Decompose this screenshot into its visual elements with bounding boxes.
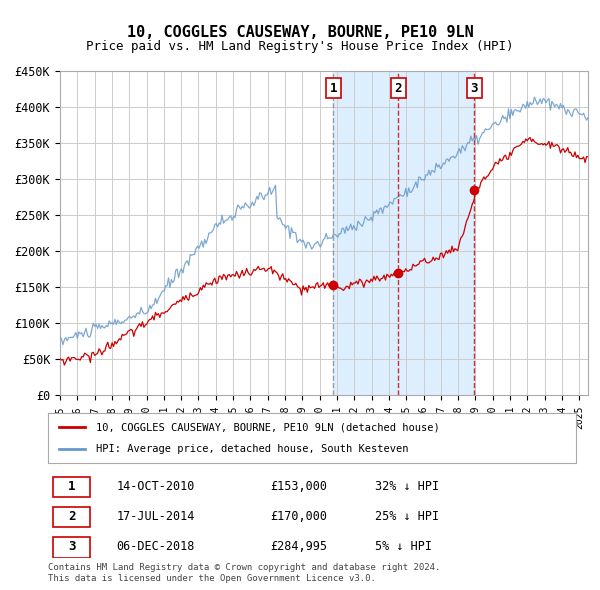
Text: 25% ↓ HPI: 25% ↓ HPI [376, 510, 439, 523]
Text: 10, COGGLES CAUSEWAY, BOURNE, PE10 9LN (detached house): 10, COGGLES CAUSEWAY, BOURNE, PE10 9LN (… [95, 422, 439, 432]
Text: 2: 2 [68, 510, 76, 523]
Text: 1: 1 [329, 81, 337, 94]
FancyBboxPatch shape [53, 507, 90, 527]
Text: 10, COGGLES CAUSEWAY, BOURNE, PE10 9LN: 10, COGGLES CAUSEWAY, BOURNE, PE10 9LN [127, 25, 473, 40]
Text: £153,000: £153,000 [270, 480, 327, 493]
Text: Contains HM Land Registry data © Crown copyright and database right 2024.
This d: Contains HM Land Registry data © Crown c… [48, 563, 440, 583]
Text: HPI: Average price, detached house, South Kesteven: HPI: Average price, detached house, Sout… [95, 444, 408, 454]
Text: 06-DEC-2018: 06-DEC-2018 [116, 540, 195, 553]
Text: 14-OCT-2010: 14-OCT-2010 [116, 480, 195, 493]
Text: £284,995: £284,995 [270, 540, 327, 553]
Text: 1: 1 [68, 480, 76, 493]
FancyBboxPatch shape [53, 477, 90, 497]
Text: 17-JUL-2014: 17-JUL-2014 [116, 510, 195, 523]
FancyBboxPatch shape [53, 537, 90, 558]
Text: 32% ↓ HPI: 32% ↓ HPI [376, 480, 439, 493]
Text: 3: 3 [68, 540, 76, 553]
Text: 5% ↓ HPI: 5% ↓ HPI [376, 540, 433, 553]
Text: Price paid vs. HM Land Registry's House Price Index (HPI): Price paid vs. HM Land Registry's House … [86, 40, 514, 53]
Text: 2: 2 [395, 81, 402, 94]
Bar [334, 71, 474, 395]
Text: £170,000: £170,000 [270, 510, 327, 523]
Text: 3: 3 [470, 81, 478, 94]
